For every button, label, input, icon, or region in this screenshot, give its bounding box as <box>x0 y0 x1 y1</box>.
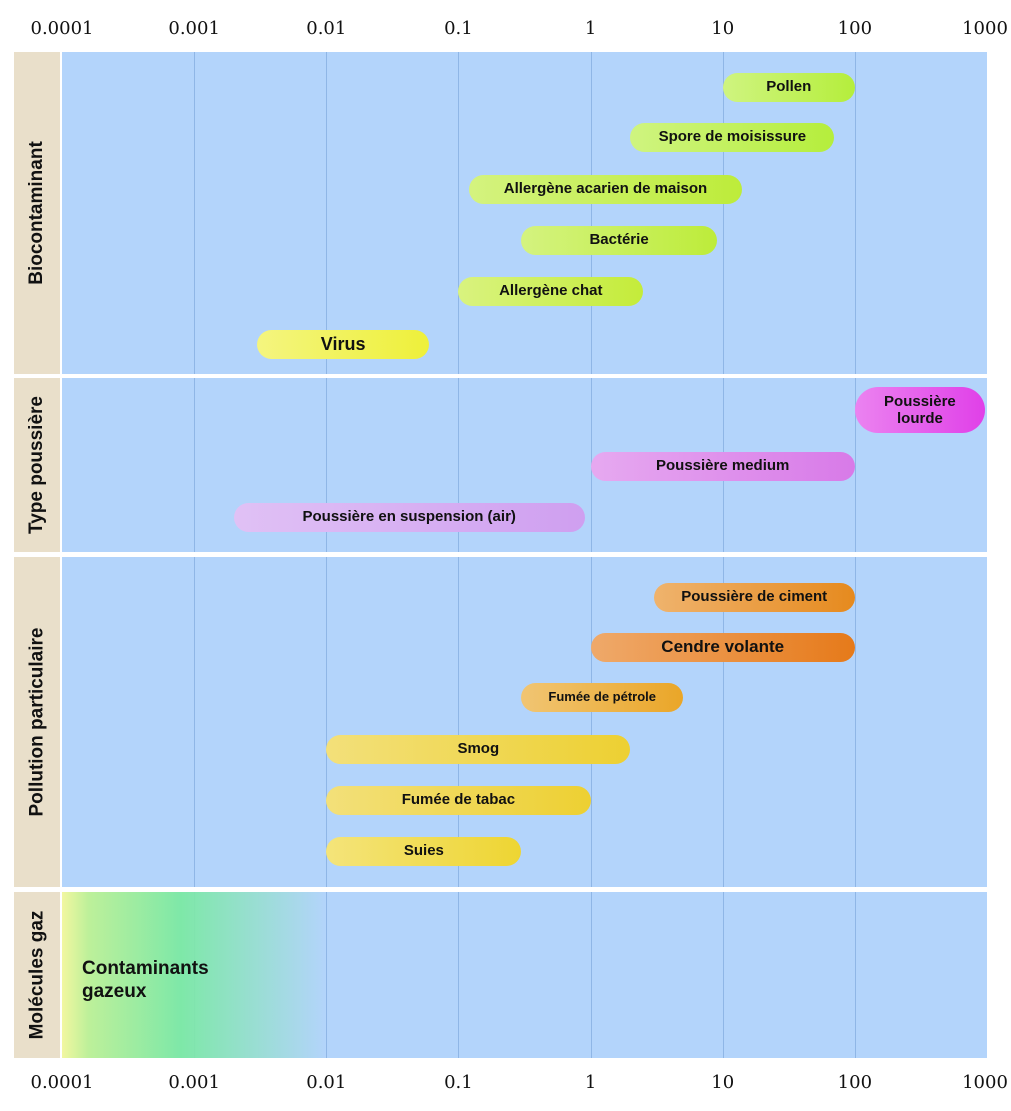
gridline <box>590 557 592 887</box>
bottom-tick-label: 1000 <box>962 1072 1008 1093</box>
range-bar: Allergène acarien de maison <box>468 174 743 204</box>
gridline <box>854 892 856 1058</box>
bottom-tick-label: 0.0001 <box>30 1072 94 1093</box>
range-bar: Smog <box>326 734 631 764</box>
top-tick-label: 100 <box>837 18 873 39</box>
range-bar: Poussière en suspension (air) <box>233 502 585 532</box>
gridline <box>194 52 196 374</box>
top-tick-label: 0.0001 <box>30 18 94 39</box>
gas-gradient-region <box>62 892 327 1058</box>
range-bar: Poussière medium <box>590 451 855 481</box>
gas-label: Contaminants gazeux <box>82 958 209 1002</box>
range-bar: Bactérie <box>521 225 717 255</box>
bottom-tick-label: 0.001 <box>168 1072 220 1093</box>
gridline <box>458 52 460 374</box>
gridline <box>854 52 856 374</box>
range-bar: Virus <box>257 329 430 359</box>
gridline <box>722 52 724 374</box>
top-tick-label: 0.01 <box>306 18 347 39</box>
gridline <box>326 557 328 887</box>
top-tick-label: 1000 <box>962 18 1008 39</box>
group-label: Pollution particulaire <box>14 557 60 887</box>
gridline <box>458 378 460 552</box>
range-bar: Pollen <box>722 72 855 102</box>
top-tick-label: 1 <box>584 18 597 39</box>
range-bar: Fumée de pétrole <box>521 682 683 712</box>
gridline <box>326 892 328 1058</box>
gridline <box>194 557 196 887</box>
gridline <box>590 52 592 374</box>
band-background <box>62 557 987 887</box>
top-tick-label: 0.001 <box>168 18 220 39</box>
bottom-tick-label: 1 <box>584 1072 597 1093</box>
gridline <box>590 892 592 1058</box>
gridline <box>722 557 724 887</box>
group-label: Type poussière <box>14 378 60 552</box>
range-bar: Spore de moisissure <box>630 122 835 152</box>
group-label: Molécules gaz <box>14 892 60 1058</box>
gridline <box>326 52 328 374</box>
gridline <box>458 557 460 887</box>
bottom-tick-label: 10 <box>711 1072 735 1093</box>
top-tick-label: 0.1 <box>444 18 473 39</box>
gridline <box>458 892 460 1058</box>
range-bar: Cendre volante <box>590 632 855 662</box>
group-label-text: Biocontaminant <box>26 141 47 285</box>
gridline <box>854 378 856 552</box>
band-background <box>62 52 987 374</box>
gridline <box>854 557 856 887</box>
top-tick-label: 10 <box>711 18 735 39</box>
range-bar: Poussière de ciment <box>653 582 855 612</box>
gridline <box>194 378 196 552</box>
range-bar: Suies <box>326 836 522 866</box>
group-label-text: Type poussière <box>26 396 48 534</box>
gridline <box>326 378 328 552</box>
bottom-tick-label: 100 <box>837 1072 873 1093</box>
gridline <box>722 892 724 1058</box>
group-label: Biocontaminant <box>14 52 60 374</box>
range-bar: Fumée de tabac <box>326 785 591 815</box>
bottom-tick-label: 0.01 <box>306 1072 347 1093</box>
range-bar: Allergène chat <box>458 276 644 306</box>
range-bar: Poussière lourde <box>854 387 985 433</box>
bottom-tick-label: 0.1 <box>444 1072 473 1093</box>
group-label-text: Molécules gaz <box>26 910 48 1040</box>
group-label-text: Pollution particulaire <box>26 627 48 817</box>
